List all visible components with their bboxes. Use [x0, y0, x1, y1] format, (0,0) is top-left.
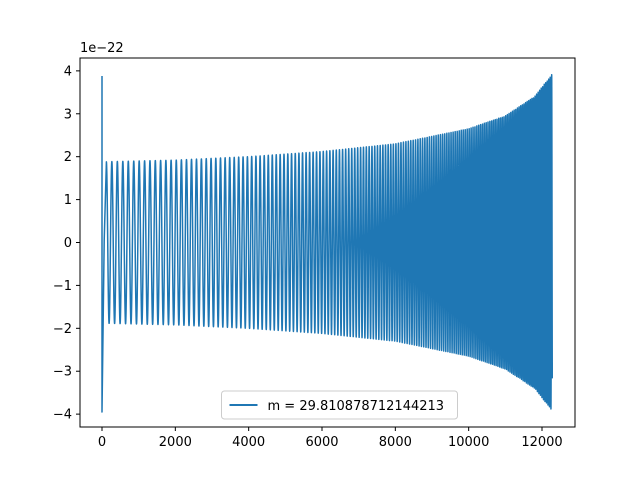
- x-tick-label: 10000: [448, 435, 489, 450]
- x-axis: 0 2000 4000 6000 8000 10000 12000: [98, 427, 563, 450]
- legend: m = 29.810878712144213: [221, 390, 458, 420]
- x-tick-label: 8000: [379, 435, 412, 450]
- x-tick-label: 6000: [305, 435, 338, 450]
- y-tick-label: −2: [53, 322, 72, 337]
- y-tick-label: 0: [64, 236, 72, 251]
- y-tick-label: −4: [53, 408, 72, 423]
- x-tick-label: 4000: [232, 435, 265, 450]
- x-tick-label: 2000: [159, 435, 192, 450]
- y-tick-label: 2: [64, 150, 72, 165]
- y-tick-label: 4: [64, 64, 72, 79]
- y-tick-label: −3: [53, 365, 72, 380]
- plot-area: [101, 74, 554, 413]
- y-offset-label: 1e−22: [80, 41, 124, 56]
- y-tick-label: 1: [64, 193, 72, 208]
- legend-label: m = 29.810878712144213: [268, 399, 445, 414]
- x-tick-label: 0: [98, 435, 106, 450]
- y-axis: −4 −3 −2 −1 0 1 2 3 4: [53, 64, 80, 423]
- legend-box: [221, 390, 458, 420]
- y-tick-label: −1: [53, 279, 72, 294]
- series-line: [101, 74, 554, 413]
- y-tick-label: 3: [64, 107, 72, 122]
- x-tick-label: 12000: [521, 435, 562, 450]
